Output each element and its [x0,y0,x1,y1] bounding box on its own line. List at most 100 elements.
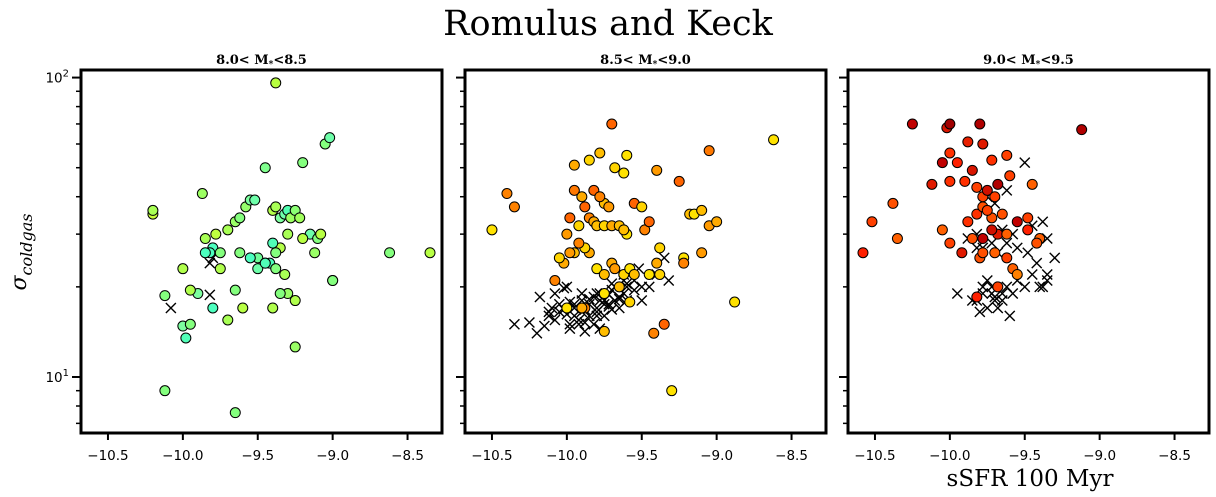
x-marker-point [981,275,993,287]
circle-marker-point [971,181,983,193]
x-marker-point [981,302,993,314]
circle-marker-point [651,164,663,176]
y-axis-label-symbol: σ [7,274,32,290]
circle-marker-point [609,162,621,174]
x-marker-point [508,318,520,330]
circle-marker-point [981,204,993,216]
x-tick-label: −8.5 [775,448,808,464]
circle-marker-point [244,252,256,264]
circle-marker-point [1022,212,1034,224]
circle-marker-point [222,224,234,236]
circle-marker-point [951,157,963,169]
circle-marker-point [1022,224,1034,236]
circle-marker-point [297,157,309,169]
circle-marker-point [568,159,580,171]
circle-marker-point [643,268,655,280]
panel-title-suffix: <9.0 [657,53,691,68]
circle-marker-point [576,302,588,314]
scatter-marks [486,118,780,397]
circle-marker-point [180,332,192,344]
x-marker-point [591,310,603,322]
x-marker-point [579,317,591,329]
circle-marker-point [573,220,585,232]
panel-title-prefix: 9.0< M [983,53,1035,68]
panel-title-subscript: * [269,60,274,70]
circle-marker-point [259,257,271,269]
x-marker-point [576,288,588,300]
circle-marker-point [654,242,666,254]
circle-marker-point [270,263,282,275]
circle-marker-point [926,178,938,190]
circle-marker-point [977,247,989,259]
x-tick-label: −10.5 [471,448,512,464]
x-axis-label: sSFR 100 Myr [947,466,1114,492]
circle-marker-point [1076,124,1088,136]
panel-title-suffix: <9.5 [1040,53,1074,68]
circle-marker-point [696,204,708,216]
x-marker-point [204,257,216,269]
circle-marker-point [324,132,336,144]
circle-marker-point [196,188,208,200]
circle-marker-point [177,263,189,275]
circle-marker-point [906,118,918,130]
circle-marker-point [666,385,678,397]
x-marker-point [974,306,986,318]
x-tick-label: −9.0 [700,448,733,464]
circle-marker-point [297,233,309,245]
circle-marker-point [1011,268,1023,280]
circle-marker-point [184,284,196,296]
plot-frame [463,68,828,435]
x-marker-point [613,291,625,303]
circle-marker-point [696,247,708,259]
circle-marker-point [267,302,279,314]
x-tick-label: −10.0 [162,448,203,464]
circle-marker-point [289,295,301,307]
circle-marker-point [956,247,968,259]
x-marker-point [543,306,555,318]
circle-marker-point [309,247,321,259]
circle-marker-point [184,318,196,330]
circle-marker-point [234,247,246,259]
x-marker-point [573,314,585,326]
x-marker-point [561,281,573,293]
x-marker-point [1004,310,1016,322]
x-marker-point [1041,275,1053,287]
plot-frame [846,68,1211,435]
x-marker-point [165,302,177,314]
circle-marker-point [568,184,580,196]
x-marker-point [538,320,550,332]
circle-marker-point [583,154,595,166]
x-marker-point [1031,257,1043,269]
circle-marker-point [598,288,610,300]
circle-marker-point [658,318,670,330]
x-marker-point [549,314,561,326]
circle-marker-point [561,228,573,240]
circle-marker-point [1001,228,1013,240]
circle-marker-point [936,157,948,169]
panel-title: 8.0< M*<8.5 [216,53,307,70]
y-axis-label-subscript: coldgas [17,214,36,276]
circle-marker-point [966,233,978,245]
circle-marker-point [992,178,1004,190]
circle-marker-point [237,302,249,314]
circle-marker-point [621,149,633,161]
x-marker-point [1022,247,1034,259]
x-marker-point [1034,281,1046,293]
circle-marker-point [553,252,565,264]
circle-marker-point [1001,149,1013,161]
circle-marker-point [327,275,339,287]
circle-marker-point [564,247,576,259]
circle-marker-point [267,237,279,249]
x-marker-point [1007,288,1019,300]
circle-marker-point [594,147,606,159]
circle-marker-point [624,296,636,308]
x-tick-label: −10.0 [546,448,587,464]
circle-marker-point [618,167,630,179]
circle-marker-point [643,216,655,228]
figure-title: Romulus and Keck [443,4,773,44]
panel-title-prefix: 8.5< M [600,53,652,68]
circle-marker-point [887,197,899,209]
panel-title-subscript: * [653,60,658,70]
x-tick-label: −9.0 [1083,448,1116,464]
circle-marker-point [289,341,301,353]
